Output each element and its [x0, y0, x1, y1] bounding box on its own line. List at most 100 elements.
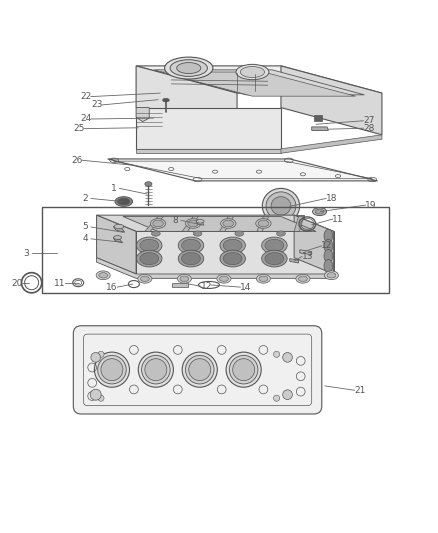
Polygon shape: [145, 216, 163, 231]
Ellipse shape: [323, 249, 332, 263]
Ellipse shape: [178, 251, 203, 267]
Ellipse shape: [262, 188, 299, 223]
Polygon shape: [196, 221, 203, 225]
Text: 28: 28: [362, 124, 374, 133]
Ellipse shape: [219, 251, 245, 267]
Ellipse shape: [312, 208, 326, 215]
Polygon shape: [219, 216, 233, 231]
Ellipse shape: [282, 352, 292, 362]
Text: 14: 14: [240, 282, 251, 292]
Ellipse shape: [261, 251, 286, 267]
Ellipse shape: [232, 359, 254, 381]
Ellipse shape: [298, 276, 307, 281]
Text: 11: 11: [53, 279, 65, 288]
Ellipse shape: [117, 198, 130, 205]
Ellipse shape: [258, 276, 267, 281]
Ellipse shape: [170, 60, 207, 76]
Ellipse shape: [314, 209, 323, 214]
Ellipse shape: [295, 274, 309, 283]
Ellipse shape: [219, 237, 245, 254]
Ellipse shape: [138, 274, 152, 283]
Polygon shape: [107, 159, 377, 181]
Ellipse shape: [271, 197, 290, 215]
Ellipse shape: [91, 352, 100, 362]
Ellipse shape: [185, 356, 214, 384]
Ellipse shape: [140, 276, 149, 281]
Ellipse shape: [188, 359, 210, 381]
Polygon shape: [293, 216, 303, 231]
Text: 8: 8: [172, 216, 178, 225]
Ellipse shape: [178, 237, 203, 254]
Text: 11: 11: [332, 215, 343, 223]
Ellipse shape: [96, 271, 110, 280]
Polygon shape: [96, 215, 136, 274]
Ellipse shape: [152, 220, 163, 227]
Ellipse shape: [226, 352, 261, 387]
Ellipse shape: [99, 273, 107, 278]
Text: 2: 2: [83, 194, 88, 203]
Ellipse shape: [265, 239, 283, 252]
Ellipse shape: [282, 390, 292, 400]
Ellipse shape: [136, 237, 162, 254]
Ellipse shape: [114, 224, 124, 229]
Ellipse shape: [256, 274, 270, 283]
Polygon shape: [136, 66, 381, 93]
Polygon shape: [293, 215, 333, 274]
Ellipse shape: [139, 239, 159, 252]
Ellipse shape: [323, 260, 332, 273]
Bar: [313, 115, 321, 121]
Ellipse shape: [196, 220, 204, 223]
Ellipse shape: [181, 253, 200, 265]
Text: 21: 21: [353, 386, 365, 395]
Text: 26: 26: [71, 156, 82, 165]
Text: 27: 27: [362, 116, 374, 125]
Polygon shape: [113, 227, 124, 232]
Ellipse shape: [181, 239, 200, 252]
Ellipse shape: [223, 239, 242, 252]
Ellipse shape: [258, 220, 268, 227]
Ellipse shape: [138, 352, 173, 387]
Polygon shape: [258, 215, 303, 218]
Ellipse shape: [162, 99, 169, 102]
Ellipse shape: [273, 395, 279, 401]
Ellipse shape: [234, 231, 243, 236]
Polygon shape: [280, 66, 381, 135]
Polygon shape: [113, 238, 122, 243]
Polygon shape: [280, 135, 381, 154]
Ellipse shape: [98, 356, 126, 384]
Ellipse shape: [187, 220, 198, 227]
Polygon shape: [136, 108, 149, 122]
Polygon shape: [299, 250, 311, 255]
Ellipse shape: [193, 231, 201, 236]
Ellipse shape: [164, 57, 212, 79]
Text: 22: 22: [80, 92, 91, 101]
Ellipse shape: [90, 389, 101, 400]
Ellipse shape: [141, 356, 170, 384]
Ellipse shape: [255, 219, 271, 228]
Ellipse shape: [324, 271, 338, 280]
Ellipse shape: [220, 219, 236, 228]
Polygon shape: [311, 127, 328, 131]
Text: 23: 23: [91, 100, 102, 109]
Polygon shape: [160, 72, 355, 96]
Ellipse shape: [177, 274, 191, 283]
Polygon shape: [256, 216, 268, 231]
Text: 12: 12: [321, 241, 332, 251]
Ellipse shape: [236, 64, 268, 80]
Ellipse shape: [219, 276, 228, 281]
Ellipse shape: [98, 395, 104, 401]
Ellipse shape: [323, 239, 332, 253]
Ellipse shape: [273, 351, 279, 357]
Polygon shape: [123, 216, 315, 231]
Ellipse shape: [261, 237, 286, 254]
Text: 19: 19: [364, 200, 376, 209]
Ellipse shape: [176, 62, 201, 74]
Text: 25: 25: [73, 124, 85, 133]
Ellipse shape: [182, 352, 217, 387]
Ellipse shape: [136, 251, 162, 267]
Ellipse shape: [185, 219, 201, 228]
Ellipse shape: [151, 231, 160, 236]
Bar: [172, 283, 187, 287]
Text: 16: 16: [106, 282, 117, 292]
Polygon shape: [136, 231, 333, 274]
